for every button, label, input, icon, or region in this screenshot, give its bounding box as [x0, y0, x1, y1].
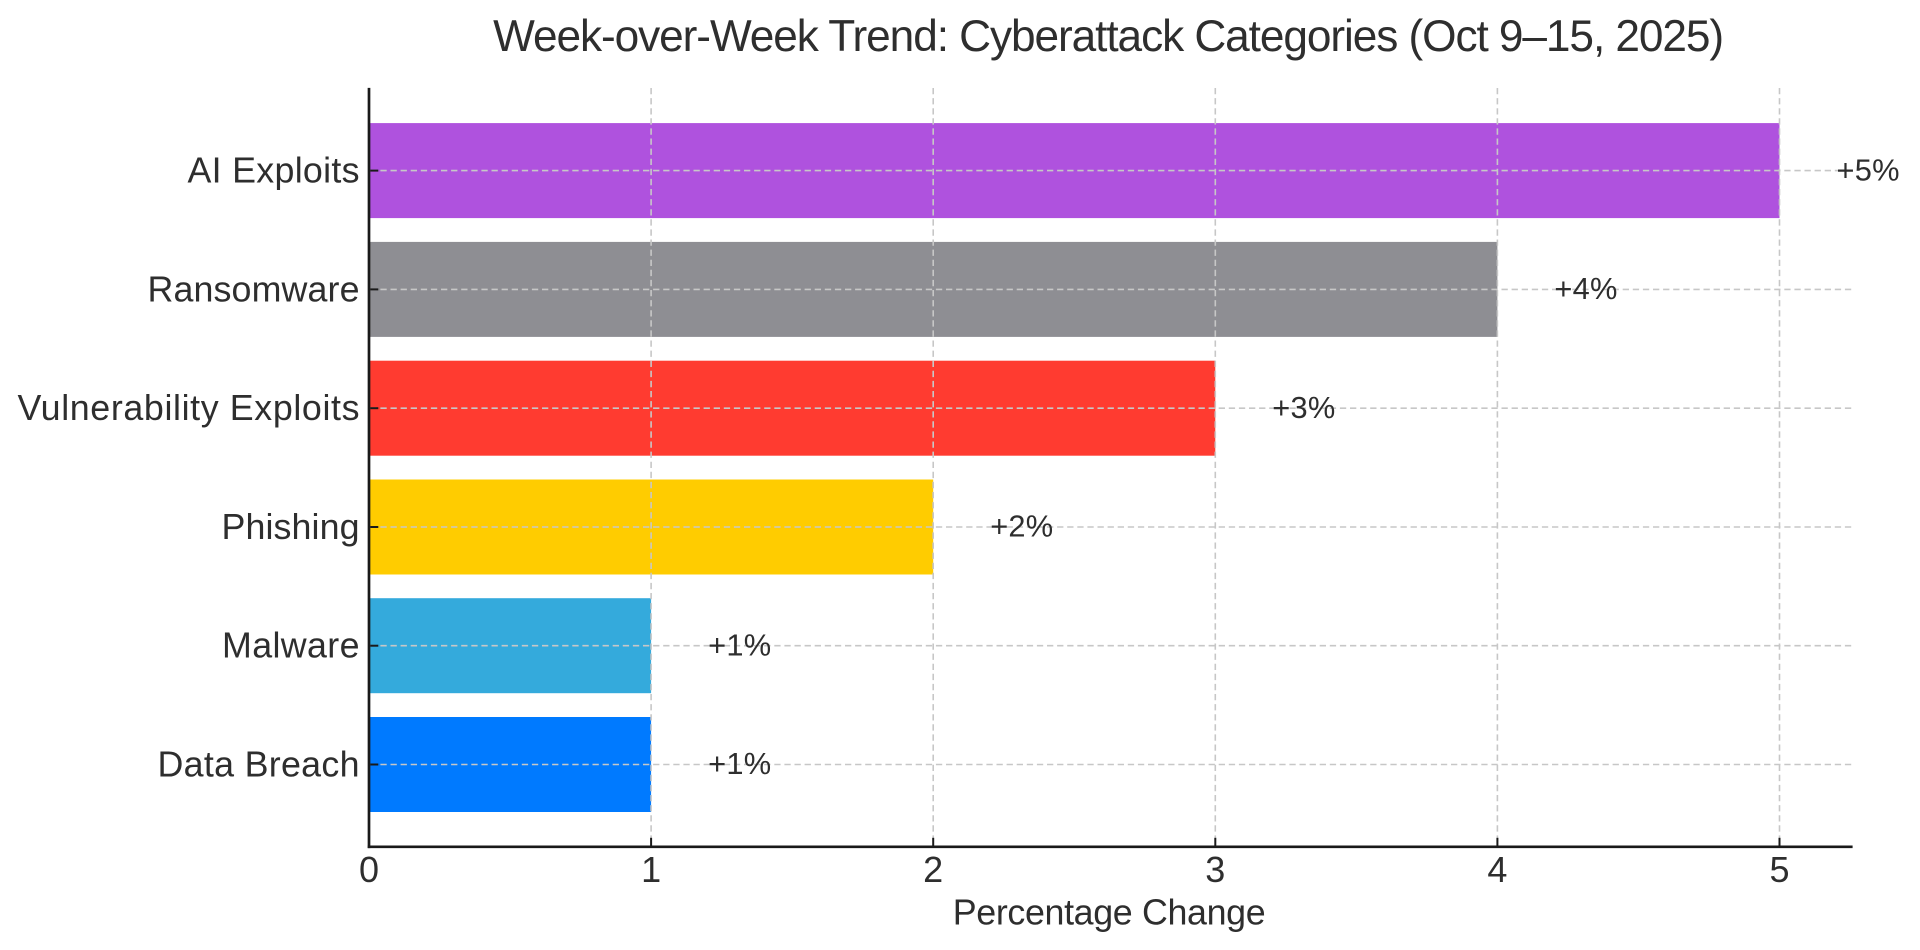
svg-text:+4%: +4%: [1554, 271, 1617, 306]
svg-text:1: 1: [641, 849, 661, 890]
svg-text:+5%: +5%: [1837, 152, 1900, 187]
svg-text:2: 2: [923, 849, 943, 890]
svg-text:Malware: Malware: [222, 626, 360, 666]
svg-text:3: 3: [1205, 849, 1225, 890]
svg-text:Phishing: Phishing: [222, 507, 360, 547]
svg-text:0: 0: [359, 849, 379, 890]
svg-text:Week-over-Week Trend: Cyberatt: Week-over-Week Trend: Cyberattack Catego…: [493, 12, 1724, 61]
svg-text:+3%: +3%: [1272, 390, 1335, 425]
svg-text:+1%: +1%: [708, 746, 771, 781]
svg-text:Data Breach: Data Breach: [158, 744, 360, 784]
svg-text:AI Exploits: AI Exploits: [188, 151, 360, 191]
svg-text:Percentage Change: Percentage Change: [953, 893, 1266, 933]
svg-text:Ransomware: Ransomware: [148, 269, 360, 309]
svg-text:+2%: +2%: [990, 509, 1053, 544]
svg-text:+1%: +1%: [708, 627, 771, 662]
svg-text:Vulnerability Exploits: Vulnerability Exploits: [18, 388, 360, 428]
svg-text:4: 4: [1487, 849, 1507, 890]
svg-text:5: 5: [1769, 849, 1789, 890]
